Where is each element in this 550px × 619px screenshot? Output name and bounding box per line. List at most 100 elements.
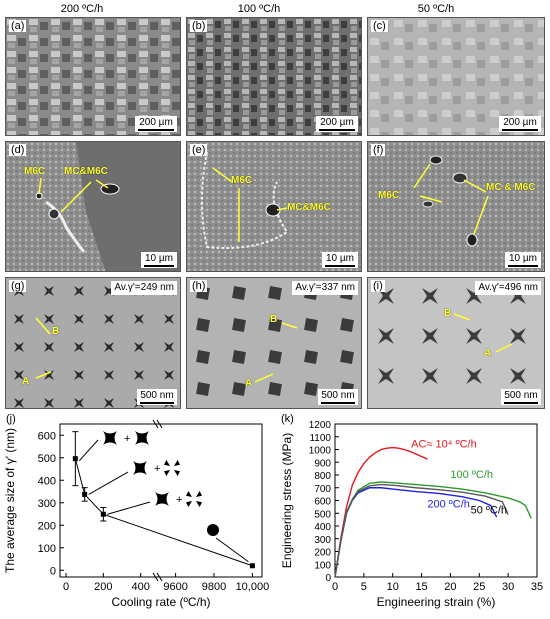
x-axis-label: Cooling rate (ºC/h) — [111, 595, 210, 609]
y-tick-label: 400 — [38, 475, 56, 487]
x-tick-label: 20 — [444, 581, 456, 593]
y-tick-label: 700 — [314, 484, 331, 495]
y-tick-label: 1200 — [309, 420, 332, 431]
x-tick-label: 30 — [502, 581, 514, 593]
x-tick-label: 400 — [131, 581, 149, 593]
average-size-g: Av.γ'=249 nm — [111, 281, 177, 295]
precipitate-texture — [368, 278, 544, 408]
grain-texture — [368, 18, 544, 135]
panel-label-e: (e) — [190, 144, 208, 156]
y-tick-label: 300 — [38, 498, 56, 510]
curve-label: 100 ºC/h — [450, 469, 493, 481]
x-tick-label: 5 — [361, 581, 367, 593]
y-tick-label: 1100 — [309, 433, 331, 444]
average-size-h: Av.γ'=337 nm — [292, 281, 358, 295]
precipitate-texture — [6, 278, 180, 408]
gamma-prime-shape-icon — [174, 460, 180, 466]
x-tick-label: 200 — [94, 581, 112, 593]
panel-label-g: (g) — [9, 280, 27, 292]
column-header-200: 200 ºC/h — [60, 3, 104, 15]
micrograph-b: (b) 200 µm — [186, 17, 362, 136]
x-tick-label: 35 — [531, 581, 543, 593]
arrow — [88, 471, 129, 495]
chart-j: (j) 0 100 200 300 400 500 600 0 200 400 9600 9800 10,… — [3, 413, 269, 609]
plot-frame — [59, 423, 263, 578]
axis-break-mark — [156, 572, 163, 582]
marker-a: A — [484, 348, 492, 359]
micrograph-h: (h) Av.γ'=337 nm B A 500 nm — [186, 277, 362, 409]
average-size-i: Av.γ'=496 nm — [475, 281, 541, 295]
plus-sign: + — [124, 433, 130, 445]
panel-label-d: (d) — [9, 144, 27, 156]
x-tick-label: 25 — [473, 581, 485, 593]
column-header-100: 100 ºC/h — [237, 3, 281, 15]
gamma-prime-shape-icon — [103, 431, 117, 445]
x-axis-label: Engineering strain (%) — [377, 595, 496, 609]
marker-a: A — [245, 378, 253, 389]
y-tick-label: 900 — [314, 458, 331, 469]
y-tick-label: 300 — [314, 535, 331, 546]
scale-bar-g: 500 nm — [137, 389, 177, 405]
stress-strain-curve — [334, 487, 498, 578]
data-line — [74, 458, 253, 567]
stress-strain-curve — [334, 446, 428, 578]
marker-a: A — [22, 376, 30, 387]
gamma-prime-shape-icon — [186, 491, 192, 497]
panel-label-k: (k) — [281, 413, 294, 425]
marker-b: B — [52, 326, 60, 337]
micrograph-i: (i) Av.γ'=496 nm B A 500 nm — [367, 277, 545, 409]
y-axis-label: The average size of γ' (nm) — [3, 428, 17, 573]
x-tick-label: 15 — [415, 581, 427, 593]
axis-break-mark — [152, 572, 159, 582]
panel-label-c: (c) — [371, 20, 388, 32]
micrograph-a: (a) 200 µm — [5, 17, 181, 136]
curve-label: 50 ºC/h — [471, 504, 507, 516]
y-tick-label: 0 — [325, 573, 331, 584]
gamma-prime-shape-icon — [135, 431, 149, 445]
micrograph-g: (g) Av.γ'=249 nm B A 500 nm — [5, 277, 181, 409]
y-tick-label: 1000 — [309, 446, 332, 457]
scale-bar-b: 200 µm — [316, 116, 358, 132]
y-tick-label: 0 — [50, 565, 56, 577]
gamma-prime-shape-icon — [164, 470, 170, 476]
scale-bar-c: 200 µm — [499, 116, 541, 132]
annotation-m6c: M6C — [378, 190, 400, 201]
y-tick-label: 500 — [38, 453, 56, 465]
arrow — [78, 439, 99, 461]
micrograph-d: (d) M6C MC&M6C 10 µm — [5, 141, 181, 272]
scale-bar-i: 500 nm — [501, 389, 541, 405]
scale-bar-e: 10 µm — [322, 252, 358, 268]
panel-label-a: (a) — [9, 20, 27, 32]
axis-break-mark — [152, 419, 159, 429]
y-tick-label: 800 — [314, 471, 331, 482]
gamma-prime-shape-icon — [186, 501, 192, 507]
x-tick-label: 0 — [332, 581, 338, 593]
y-tick-label: 100 — [314, 560, 331, 571]
y-tick-label: 600 — [314, 497, 331, 508]
marker-b: B — [444, 308, 452, 319]
data-point — [249, 563, 255, 569]
y-tick-label: 100 — [38, 543, 56, 555]
annotation-mc-m6c: MC&M6C — [64, 166, 108, 177]
carbide-texture — [368, 142, 544, 271]
grain-texture — [187, 18, 361, 135]
data-point — [100, 511, 106, 517]
y-tick-label: 200 — [314, 548, 331, 559]
x-tick-label: 9800 — [202, 581, 226, 593]
micrograph-f: (f) M6C MC & M6C 10 µm — [367, 141, 545, 272]
scale-bar-a: 200 µm — [135, 116, 177, 132]
gamma-prime-shape-icon — [164, 460, 170, 466]
gamma-prime-shape-icon — [196, 491, 202, 497]
column-header-50: 50 ºC/h — [417, 3, 455, 15]
marker-b: B — [270, 314, 278, 325]
panel-label-f: (f) — [371, 144, 386, 156]
scale-bar-d: 10 µm — [141, 252, 177, 268]
chart-k: (k)0100200300400500600700800900100011001… — [280, 413, 543, 609]
gamma-prime-shape-icon — [174, 470, 180, 476]
data-point — [72, 456, 78, 462]
plus-sign: + — [154, 463, 160, 475]
scale-bar-h: 500 nm — [318, 389, 358, 405]
annotation-mc-m6c: MC&M6C — [287, 202, 331, 213]
micrograph-e: (e) M6C MC&M6C 10 µm — [186, 141, 362, 272]
y-tick-label: 200 — [38, 520, 56, 532]
